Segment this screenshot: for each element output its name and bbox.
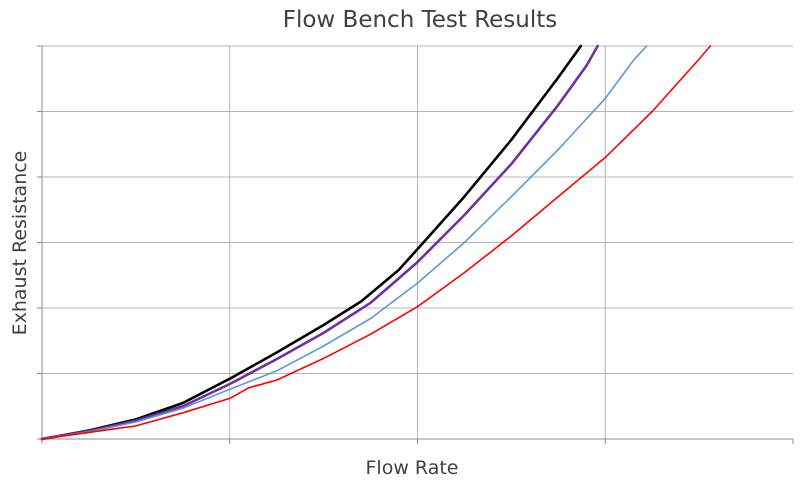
series-line-1 bbox=[40, 44, 583, 441]
series-line-4 bbox=[41, 45, 712, 440]
series-line-3 bbox=[41, 45, 648, 440]
series-line-2 bbox=[40, 44, 599, 441]
x-axis-label: Flow Rate bbox=[366, 457, 459, 479]
y-axis-label: Exhaust Resistance bbox=[9, 151, 31, 336]
grid bbox=[42, 45, 793, 439]
chart-title: Flow Bench Test Results bbox=[283, 7, 558, 33]
series-layer bbox=[40, 44, 712, 441]
axes bbox=[37, 45, 794, 444]
